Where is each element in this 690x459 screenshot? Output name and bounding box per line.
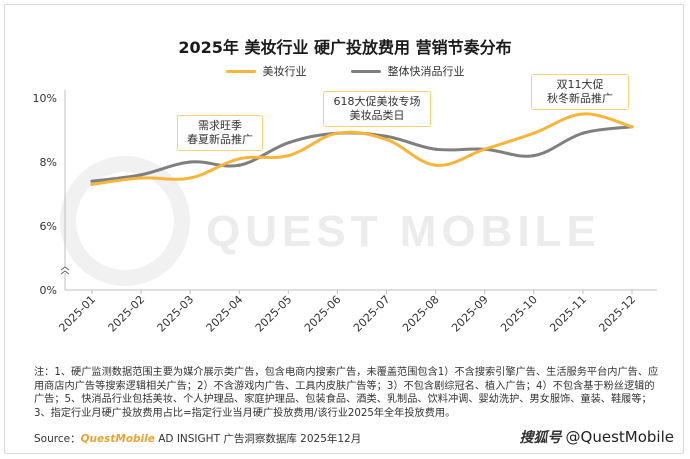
annotation-double11: 双11大促 秋冬新品推广 bbox=[531, 74, 629, 110]
legend-swatch-fmcg bbox=[350, 69, 381, 73]
data-point-fmcg bbox=[434, 147, 438, 151]
data-point-fmcg bbox=[581, 131, 585, 135]
axis-break-marker bbox=[60, 266, 70, 275]
legend-swatch-beauty bbox=[225, 69, 256, 73]
annotation-spring-line2: 春夏新品推广 bbox=[187, 133, 253, 146]
x-tick-label: 2025-05 bbox=[253, 293, 295, 335]
source-text: AD INSIGHT 广告洞察数据库 2025年12月 bbox=[154, 433, 362, 445]
data-point-fmcg bbox=[286, 141, 290, 145]
social-handle: 搜狐号 @QuestMobile bbox=[520, 427, 674, 447]
data-point-beauty bbox=[139, 176, 143, 180]
data-point-beauty bbox=[286, 154, 290, 158]
series-line-fmcg bbox=[90, 125, 634, 183]
source-brand: QuestMobile bbox=[80, 433, 155, 445]
data-point-beauty bbox=[434, 163, 438, 167]
data-point-beauty bbox=[237, 157, 241, 161]
y-tick-label: 8% bbox=[40, 156, 57, 169]
data-point-fmcg bbox=[188, 160, 192, 164]
y-tick-label: 0% bbox=[40, 284, 57, 297]
data-point-fmcg bbox=[90, 179, 94, 183]
y-tick-label: 10% bbox=[33, 92, 57, 105]
data-point-fmcg bbox=[384, 134, 389, 138]
series-line-beauty bbox=[90, 112, 634, 186]
y-tick-label: 6% bbox=[40, 220, 57, 233]
data-point-fmcg bbox=[139, 173, 143, 177]
data-point-beauty bbox=[188, 176, 192, 180]
data-point-beauty bbox=[90, 182, 94, 186]
annotation-spring: 需求旺季 春夏新品推广 bbox=[177, 115, 263, 151]
x-tick-label: 2025-07 bbox=[351, 293, 393, 335]
annotation-double11-line2: 秋冬新品推广 bbox=[547, 92, 613, 105]
source-prefix: Source： bbox=[34, 433, 81, 445]
data-point-beauty bbox=[630, 125, 634, 129]
x-tick-label: 2025-04 bbox=[204, 293, 246, 335]
x-tick-label: 2025-11 bbox=[547, 293, 589, 335]
data-point-fmcg bbox=[237, 163, 241, 167]
annotation-618-line1: 618大促美妆专场 bbox=[333, 95, 421, 108]
social-handle-text: @QuestMobile bbox=[565, 428, 674, 446]
x-tick-label: 2025-02 bbox=[106, 293, 148, 335]
chart-title: 2025年 美妆行业 硬广投放费用 营销节奏分布 bbox=[178, 38, 512, 57]
annotation-spring-line1: 需求旺季 bbox=[198, 119, 242, 132]
data-point-beauty bbox=[581, 112, 585, 116]
footnote: 注：1、硬广监测数据范围主要为媒介展示类广告，包含电商内搜索广告，未覆盖范围包含… bbox=[34, 367, 659, 419]
x-tick-label: 2025-08 bbox=[400, 293, 442, 335]
x-tick-label: 2025-12 bbox=[596, 293, 638, 335]
data-point-beauty bbox=[532, 131, 536, 135]
chart-legend: 美妆行业 整体快消品行业 bbox=[0, 63, 690, 79]
legend-item-beauty: 美妆行业 bbox=[225, 63, 307, 79]
axis-break-gap bbox=[64, 267, 66, 273]
legend-label-fmcg: 整体快消品行业 bbox=[387, 65, 465, 78]
annotation-618-line2: 美妆品类日 bbox=[349, 109, 405, 122]
sohu-icon: 搜狐号 bbox=[519, 430, 562, 446]
legend-item-fmcg: 整体快消品行业 bbox=[350, 63, 465, 79]
x-tick-label: 2025-03 bbox=[155, 293, 197, 335]
data-point-beauty bbox=[483, 147, 487, 151]
watermark-text: QUEST MOBILE bbox=[206, 207, 601, 256]
source-line: Source：QuestMobile AD INSIGHT 广告洞察数据库 20… bbox=[34, 431, 361, 446]
annotation-618: 618大促美妆专场 美妆品类日 bbox=[323, 91, 431, 127]
x-tick-label: 2025-10 bbox=[498, 293, 540, 335]
annotation-double11-line1: 双11大促 bbox=[556, 78, 604, 91]
x-tick-label: 2025-01 bbox=[56, 293, 98, 335]
legend-label-beauty: 美妆行业 bbox=[262, 65, 307, 78]
x-tick-label: 2025-09 bbox=[449, 293, 491, 335]
data-point-fmcg bbox=[532, 154, 536, 158]
data-point-beauty bbox=[335, 131, 340, 135]
data-point-beauty bbox=[384, 138, 389, 142]
x-tick-label: 2025-06 bbox=[302, 293, 344, 335]
chart-frame bbox=[4, 4, 684, 454]
